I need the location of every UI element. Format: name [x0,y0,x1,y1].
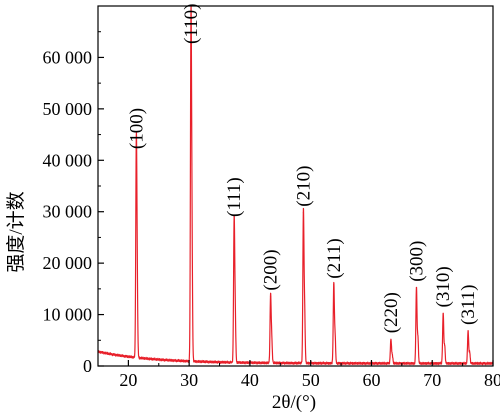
y-tick-label: 40 000 [43,150,93,170]
y-tick-label: 50 000 [43,99,93,119]
x-tick-label: 30 [180,370,198,390]
peak-label: (210) [293,166,314,207]
peak-point [442,312,444,315]
x-tick-label: 40 [241,370,259,390]
y-axis-label: 强度/计数 [5,191,27,272]
peak-label: (110) [181,4,202,44]
peak-label: (200) [261,249,282,290]
peak-point [390,338,392,340]
peak-label: (100) [126,108,147,149]
y-tick-label: 60 000 [43,47,93,67]
peak-labels: (100) (110) (111) (200) (210) (211) (220)(300)… [126,4,479,334]
peak-label: (311) [458,285,479,325]
x-axis-label: 2θ/(°) [272,392,316,413]
y-tick-label: 10 000 [43,305,93,325]
peak-label: (211) [324,238,345,278]
xrd-pattern-line [97,5,494,366]
peak-label: (111) [224,177,245,217]
x-tick-label: 70 [423,370,441,390]
peak-point [415,287,418,289]
x-tick-label: 80 [484,370,500,390]
peak-point [333,284,335,286]
y-tick-label: 30 000 [43,202,93,222]
axes: 20 30 40 50 60 70 80 0 10 000 20 000 30 000 40 000 5… [43,5,500,390]
peak-point [467,330,469,332]
x-tick-label: 20 [119,370,137,390]
y-tick-label: 0 [83,356,92,376]
peak-label: (300) [406,241,427,282]
y-tick-label: 20 000 [43,253,93,273]
peak-point [269,295,272,298]
peak-label: (220) [381,292,402,333]
peak-point [233,222,235,224]
x-tick-label: 60 [362,370,380,390]
peak-point [190,31,192,33]
plot-area [97,5,494,366]
peak-point [302,212,304,214]
peak-point [135,154,137,156]
peak-label: (310) [433,266,454,307]
x-tick-label: 50 [302,370,320,390]
